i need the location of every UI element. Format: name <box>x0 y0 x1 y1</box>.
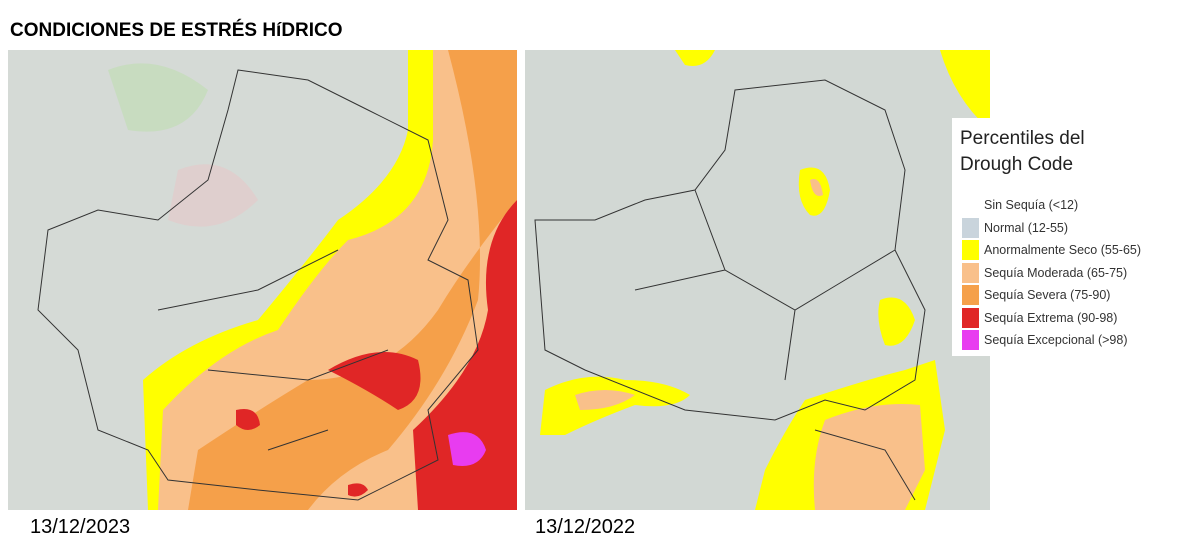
legend-label: Sequía Severa (75-90) <box>984 288 1111 303</box>
legend-swatch <box>962 330 979 351</box>
legend-items: Sin Sequía (<12) Normal (12-55) Anormalmen… <box>962 194 1141 352</box>
map-2022 <box>525 50 990 510</box>
legend-item: Sequía Extrema (90-98) <box>962 307 1141 330</box>
legend-swatch <box>962 195 979 216</box>
legend-label: Sequía Excepcional (>98) <box>984 333 1128 348</box>
legend-swatch <box>962 262 979 283</box>
legend-item: Normal (12-55) <box>962 217 1141 240</box>
map-2023 <box>8 50 517 510</box>
legend-swatch <box>962 217 979 238</box>
legend-swatch <box>962 285 979 306</box>
legend-label: Sin Sequía (<12) <box>984 198 1079 213</box>
legend-swatch <box>962 307 979 328</box>
legend-title: Percentiles del Drough Code <box>960 128 1085 175</box>
legend-item: Sequía Severa (75-90) <box>962 284 1141 307</box>
legend-item: Sin Sequía (<12) <box>962 194 1141 217</box>
map-date: 13/12/2022 <box>535 516 636 538</box>
map-date: 13/12/2023 <box>30 516 131 538</box>
legend-label: Anormalmente Seco (55-65) <box>984 243 1142 258</box>
legend-item: Sequía Excepcional (>98) <box>962 329 1141 352</box>
legend-label: Sequía Moderada (65-75) <box>984 265 1128 280</box>
title: CONDICIONES DE ESTRÉS HíDRICO <box>10 20 343 41</box>
legend-item: Sequía Moderada (65-75) <box>962 262 1141 285</box>
legend: Percentiles del Drough Code Sin Sequía (… <box>952 118 1192 356</box>
legend-swatch <box>962 240 979 261</box>
legend-label: Sequía Extrema (90-98) <box>984 310 1118 325</box>
legend-item: Anormalmente Seco (55-65) <box>962 239 1141 262</box>
legend-label: Normal (12-55) <box>984 220 1069 235</box>
